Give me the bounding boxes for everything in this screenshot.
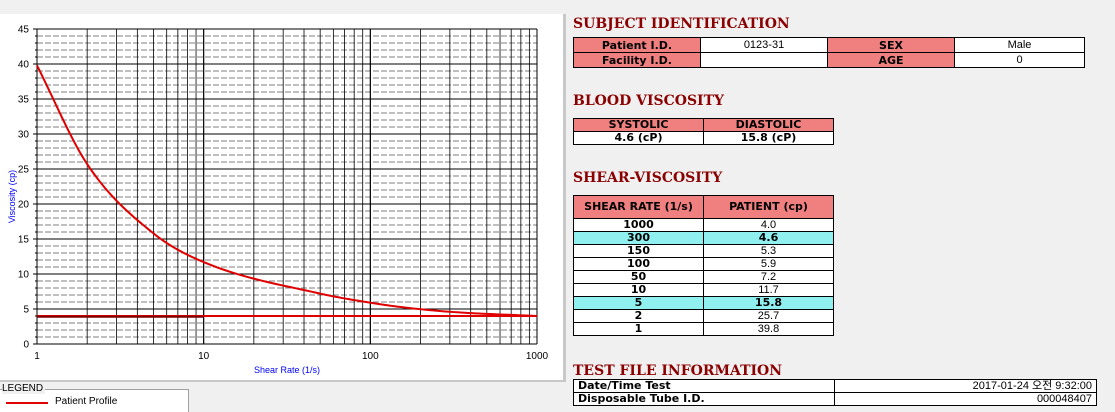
shear-row: 100 5.9 <box>573 257 834 271</box>
shear-rate-header: SHEAR RATE (1/s) <box>573 195 704 219</box>
y-tick-label: 20 <box>18 200 30 211</box>
shear-row: 300 4.6 <box>573 231 834 245</box>
legend-swatch <box>6 402 48 404</box>
shear-rate-cell: 5 <box>573 296 704 310</box>
y-tick-label: 15 <box>18 235 30 246</box>
patient-value-cell: 7.2 <box>703 270 834 284</box>
shear-row: 1 39.8 <box>573 322 834 336</box>
patient-value-cell: 4.6 <box>703 231 834 245</box>
x-tick-label: 10 <box>198 351 210 362</box>
shear-row: 1000 4.0 <box>573 218 834 232</box>
y-tick-label: 5 <box>23 305 29 316</box>
shear-viscosity-title: SHEAR-VISCOSITY <box>573 170 723 186</box>
legend: LEGEND Patient Profile <box>0 381 190 412</box>
shear-rate-cell: 50 <box>573 270 704 284</box>
facility-id-value <box>700 52 828 68</box>
shear-row: 10 11.7 <box>573 283 834 297</box>
legend-box: Patient Profile <box>0 389 189 412</box>
y-tick-label: 40 <box>18 60 30 71</box>
shear-rate-cell: 1000 <box>573 218 704 232</box>
x-tick-label: 100 <box>362 351 379 362</box>
viscosity-chart: 0 5 10 15 20 25 30 35 40 45 1 10 100 1000 Shear Rate (… <box>7 25 549 376</box>
legend-title: LEGEND <box>2 383 46 394</box>
patient-id-label: Patient I.D. <box>573 37 701 53</box>
systolic-label: SYSTOLIC <box>573 118 704 132</box>
facility-id-label: Facility I.D. <box>573 52 701 68</box>
y-tick-label: 25 <box>18 165 30 176</box>
patient-value-cell: 5.9 <box>703 257 834 271</box>
shear-rate-cell: 1 <box>573 322 704 336</box>
x-tick-label: 1 <box>34 351 40 362</box>
x-tick-label: 1000 <box>526 351 549 362</box>
sex-value: Male <box>954 37 1085 53</box>
subject-title: SUBJECT IDENTIFICATION <box>573 16 790 32</box>
x-axis-label: Shear Rate (1/s) <box>254 365 320 375</box>
diastolic-value: 15.8 (cP) <box>703 131 834 145</box>
shear-row: 5 15.8 <box>573 296 834 310</box>
patient-value-cell: 5.3 <box>703 244 834 258</box>
shear-viscosity-rows: 1000 4.0 300 4.6 150 5.3 100 5.9 50 7.2 10 11.7 5 15.… <box>573 218 834 336</box>
shear-viscosity-table: SHEAR RATE (1/s) PATIENT (cp) 1000 4.0 300… <box>573 195 834 336</box>
shear-rate-cell: 2 <box>573 309 704 323</box>
blood-viscosity-title: BLOOD VISCOSITY <box>573 93 725 109</box>
shear-row: 150 5.3 <box>573 244 834 258</box>
shear-rate-cell: 100 <box>573 257 704 271</box>
datetime-value: 2017-01-24 오전 9:32:00 <box>834 379 1097 393</box>
patient-value-cell: 25.7 <box>703 309 834 323</box>
patient-value-cell: 11.7 <box>703 283 834 297</box>
shear-rate-cell: 10 <box>573 283 704 297</box>
shear-row: 50 7.2 <box>573 270 834 284</box>
shear-rate-cell: 300 <box>573 231 704 245</box>
shear-row: 2 25.7 <box>573 309 834 323</box>
test-file-table: Date/Time Test 2017-01-24 오전 9:32:00 Dis… <box>573 379 1097 406</box>
patient-value-cell: 39.8 <box>703 322 834 336</box>
shear-rate-cell: 150 <box>573 244 704 258</box>
systolic-value: 4.6 (cP) <box>573 131 704 145</box>
patient-value-cell: 4.0 <box>703 218 834 232</box>
y-tick-label: 45 <box>18 25 30 36</box>
chart-panel: 0 5 10 15 20 25 30 35 40 45 1 10 100 1000 Shear Rate (… <box>0 14 566 382</box>
sex-label: SEX <box>827 37 955 53</box>
age-label: AGE <box>827 52 955 68</box>
patient-id-value: 0123-31 <box>700 37 828 53</box>
age-value: 0 <box>954 52 1085 68</box>
y-tick-label: 0 <box>23 340 29 351</box>
tube-id-value: 000048407 <box>834 392 1097 406</box>
subject-table: Patient I.D. 0123-31 SEX Male Facility I… <box>573 37 1085 68</box>
legend-item-label: Patient Profile <box>55 396 118 407</box>
y-tick-label: 10 <box>18 270 30 281</box>
y-axis-label: Viscosity (cp) <box>7 170 17 223</box>
patient-value-cell: 15.8 <box>703 296 834 310</box>
diastolic-label: DIASTOLIC <box>703 118 834 132</box>
patient-cp-header: PATIENT (cp) <box>703 195 834 219</box>
tube-id-label: Disposable Tube I.D. <box>573 392 835 406</box>
test-file-title: TEST FILE INFORMATION <box>573 363 783 379</box>
datetime-label: Date/Time Test <box>573 379 835 393</box>
blood-viscosity-table: SYSTOLIC DIASTOLIC 4.6 (cP) 15.8 (cP) <box>573 118 834 145</box>
y-tick-label: 30 <box>18 130 30 141</box>
series-line-patient-profile <box>36 64 538 317</box>
y-tick-label: 35 <box>18 95 30 106</box>
